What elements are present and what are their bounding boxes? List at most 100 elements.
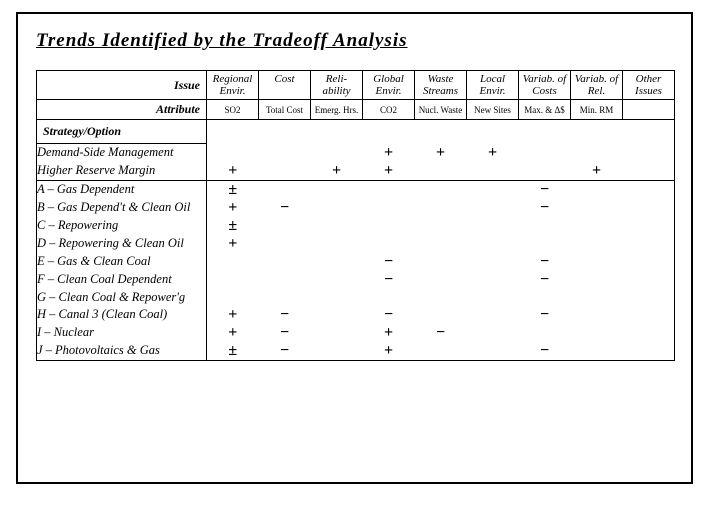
cell: − — [519, 253, 571, 271]
cell: + — [363, 162, 415, 181]
row-label: G – Clean Coal & Repower'g — [37, 289, 207, 306]
cell — [623, 271, 675, 289]
cell — [467, 289, 519, 306]
col-attr: Min. RM — [571, 100, 623, 120]
row-label: H – Canal 3 (Clean Coal) — [37, 306, 207, 324]
cell — [519, 289, 571, 306]
cell: − — [363, 306, 415, 324]
cell: ± — [207, 342, 259, 361]
cell — [467, 162, 519, 181]
cell — [467, 253, 519, 271]
cell — [623, 235, 675, 253]
col-issue: Cost — [259, 71, 311, 100]
cell — [571, 289, 623, 306]
col-issue: Reli- ability — [311, 71, 363, 100]
cell — [467, 180, 519, 199]
cell — [259, 180, 311, 199]
cell: + — [207, 324, 259, 342]
cell — [623, 162, 675, 181]
cell — [363, 217, 415, 235]
cell — [519, 162, 571, 181]
col-attr: Total Cost — [259, 100, 311, 120]
col-issue: Global Envir. — [363, 71, 415, 100]
cell — [519, 217, 571, 235]
cell — [571, 271, 623, 289]
row-label: E – Gas & Clean Coal — [37, 253, 207, 271]
col-issue: Local Envir. — [467, 71, 519, 100]
row-label: B – Gas Depend't & Clean Oil — [37, 199, 207, 217]
cell — [571, 144, 623, 162]
cell: + — [363, 144, 415, 162]
col-issue: Other Issues — [623, 71, 675, 100]
cell — [311, 289, 363, 306]
cell: + — [207, 235, 259, 253]
table-header: Issue Regional Envir. Cost Reli- ability… — [37, 71, 675, 144]
cell: − — [259, 342, 311, 361]
row-label: A – Gas Dependent — [37, 180, 207, 199]
cell: + — [311, 162, 363, 181]
cell — [415, 306, 467, 324]
cell — [467, 271, 519, 289]
cell — [207, 271, 259, 289]
cell — [207, 289, 259, 306]
cell — [571, 306, 623, 324]
cell — [363, 235, 415, 253]
cell — [467, 199, 519, 217]
cell — [623, 306, 675, 324]
cell — [415, 271, 467, 289]
cell — [467, 342, 519, 361]
cell: − — [259, 199, 311, 217]
cell: − — [363, 253, 415, 271]
cell — [259, 162, 311, 181]
cell — [467, 235, 519, 253]
col-issue: Waste Streams — [415, 71, 467, 100]
col-issue: Variab. of Rel. — [571, 71, 623, 100]
cell: + — [571, 162, 623, 181]
table-body: Demand-Side Management+++Higher Reserve … — [37, 144, 675, 361]
cell — [415, 289, 467, 306]
cell — [415, 235, 467, 253]
col-attr: Max. & Δ$ — [519, 100, 571, 120]
cell — [311, 235, 363, 253]
cell: − — [415, 324, 467, 342]
cell: ± — [207, 217, 259, 235]
page-title: Trends Identified by the Tradeoff Analys… — [36, 30, 673, 52]
cell — [259, 253, 311, 271]
col-attr — [623, 100, 675, 120]
cell — [311, 217, 363, 235]
cell — [311, 199, 363, 217]
issue-header: Issue — [37, 71, 207, 100]
col-issue: Variab. of Costs — [519, 71, 571, 100]
row-label: Demand-Side Management — [37, 144, 207, 162]
cell: ± — [207, 180, 259, 199]
row-label: D – Repowering & Clean Oil — [37, 235, 207, 253]
col-attr: SO2 — [207, 100, 259, 120]
cell — [363, 199, 415, 217]
tradeoff-table: Issue Regional Envir. Cost Reli- ability… — [36, 70, 675, 361]
cell — [311, 306, 363, 324]
cell — [571, 324, 623, 342]
cell: − — [519, 199, 571, 217]
cell: + — [467, 144, 519, 162]
cell — [259, 271, 311, 289]
row-label: F – Clean Coal Dependent — [37, 271, 207, 289]
cell — [311, 271, 363, 289]
cell — [207, 144, 259, 162]
cell: + — [207, 306, 259, 324]
cell — [415, 199, 467, 217]
attribute-header: Attribute — [37, 100, 207, 120]
cell: − — [519, 180, 571, 199]
cell — [571, 235, 623, 253]
col-attr: Emerg. Hrs. — [311, 100, 363, 120]
cell — [467, 306, 519, 324]
cell — [415, 162, 467, 181]
cell — [259, 144, 311, 162]
cell — [363, 289, 415, 306]
cell — [207, 253, 259, 271]
cell: + — [207, 199, 259, 217]
cell: + — [363, 342, 415, 361]
cell — [519, 235, 571, 253]
cell — [415, 253, 467, 271]
cell — [623, 144, 675, 162]
cell — [259, 235, 311, 253]
